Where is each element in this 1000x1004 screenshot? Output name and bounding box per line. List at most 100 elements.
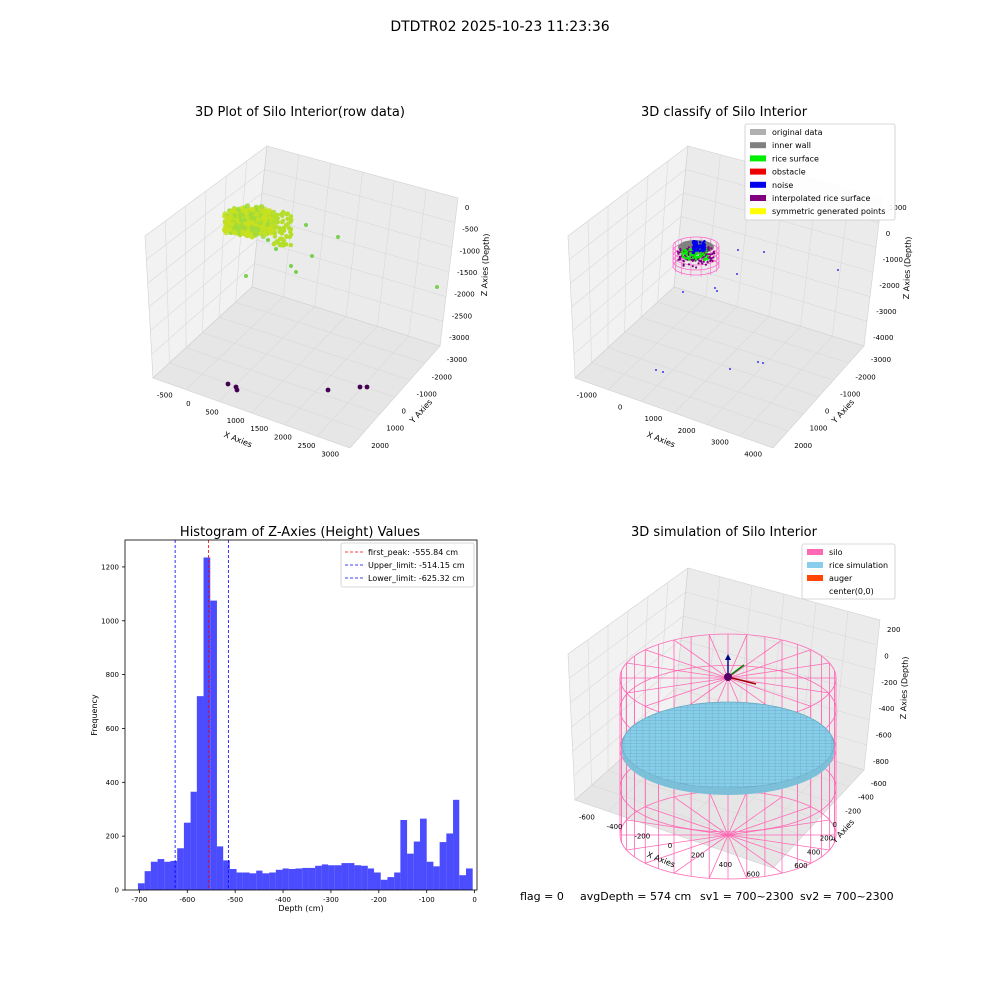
z-tick-label: -3000 [449, 334, 469, 342]
z-tick-label: -1000 [460, 247, 480, 255]
data-point [435, 285, 439, 289]
noise-point [692, 240, 695, 243]
legend-label: rice surface [772, 154, 819, 163]
noise-point [682, 291, 684, 293]
rice-point [683, 249, 685, 251]
x-tick-label: -600 [179, 896, 195, 904]
data-point [365, 385, 370, 390]
noise-point [762, 362, 764, 364]
rice-point [696, 252, 698, 254]
x-tick-label: 2500 [298, 442, 316, 450]
z-tick-label: 0 [465, 204, 469, 212]
legend-label: inner wall [772, 141, 811, 150]
legend-label: noise [772, 181, 793, 190]
data-point [289, 227, 293, 231]
legend-label: auger [829, 574, 853, 583]
legend-swatch [750, 195, 766, 201]
rice-surface-top [622, 702, 834, 788]
histogram-bar [440, 842, 447, 890]
data-point [235, 388, 240, 393]
data-point [259, 204, 264, 209]
interp-point [679, 257, 681, 259]
interp-point [692, 265, 694, 267]
noise-point [655, 369, 657, 371]
legend-swatch [750, 142, 766, 148]
z-tick-label: -3000 [876, 308, 896, 316]
panel-simulation: 3D simulation of Silo Interior -600-400-… [568, 525, 910, 879]
rice-point [686, 257, 688, 259]
data-point [254, 232, 259, 237]
data-point [278, 243, 282, 247]
x-tick-label: 400 [719, 861, 732, 869]
data-point [294, 270, 298, 274]
histogram-bar [420, 819, 427, 890]
histogram-bar [308, 868, 315, 890]
data-point [289, 243, 293, 247]
histogram-bar [269, 873, 276, 891]
y-tick-label: 400 [807, 848, 820, 856]
rice-point [689, 255, 691, 257]
z-tick-label: -800 [873, 758, 889, 766]
histogram-bar [184, 823, 191, 890]
x-axis-label: X Axies [223, 430, 254, 449]
rice-point [683, 256, 685, 258]
legend-label: Lower_limit: -625.32 cm [368, 574, 465, 583]
data-point [272, 242, 276, 246]
histogram-bar [230, 869, 237, 890]
data-point [244, 232, 249, 237]
x-tick-label: 1000 [227, 417, 245, 425]
rice-point [703, 254, 705, 256]
legend-swatch [750, 182, 766, 188]
histogram-bar [217, 846, 223, 890]
y-tick-label: -2000 [432, 373, 452, 381]
histogram-bar [243, 873, 250, 891]
x-tick-label: 0 [472, 896, 476, 904]
histogram-bar [354, 865, 361, 890]
legend-swatch [807, 575, 823, 581]
panel-histogram-title: Histogram of Z-Axies (Height) Values [180, 525, 420, 540]
footer-sv2: sv2 = 700~2300 [800, 890, 894, 903]
histogram-bars [138, 558, 473, 891]
x-tick-label: -100 [419, 896, 435, 904]
interp-point [699, 260, 701, 262]
z-tick-label: -1500 [457, 269, 477, 277]
y-tick-label: -1000 [840, 390, 860, 398]
z-axis-label: Z Axies (Depth) [899, 656, 910, 719]
histogram-bar [177, 848, 184, 890]
histogram-bar [302, 868, 308, 890]
noise-point [694, 249, 697, 252]
x-tick-label: 500 [205, 408, 218, 416]
data-point [310, 254, 314, 258]
data-point [280, 214, 284, 218]
z-tick-label: -2500 [452, 312, 472, 320]
y-tick-label: 2000 [794, 442, 812, 450]
footer-sv1: sv1 = 700~2300 [700, 890, 794, 903]
histogram-bar [414, 842, 420, 890]
noise-point [714, 287, 716, 289]
legend-label: rice simulation [829, 561, 888, 570]
noise-point [692, 248, 695, 251]
interp-point [710, 247, 712, 249]
histogram-bar [348, 863, 354, 890]
interp-point [713, 252, 715, 254]
z-tick-label: 0 [886, 230, 890, 238]
noise-point [699, 250, 702, 253]
y-tick-label: 0 [401, 408, 405, 416]
legend-swatch [750, 155, 766, 161]
noise-point [763, 251, 765, 253]
legend-label: obstacle [772, 168, 806, 177]
legend-label: symmetric generated points [772, 207, 885, 216]
x-tick-label: 4000 [744, 450, 762, 458]
histogram-bar [361, 866, 368, 890]
data-point [289, 264, 293, 268]
rice-point [688, 259, 690, 261]
legend-label: center(0,0) [829, 587, 874, 596]
y-tick-label: 600 [794, 862, 807, 870]
x-tick-label: 0 [618, 403, 622, 411]
x-tick-label: 3000 [711, 439, 729, 447]
y-tick-label: 0 [115, 887, 119, 895]
noise-point [692, 252, 695, 255]
x-tick-label: 0 [668, 842, 672, 850]
